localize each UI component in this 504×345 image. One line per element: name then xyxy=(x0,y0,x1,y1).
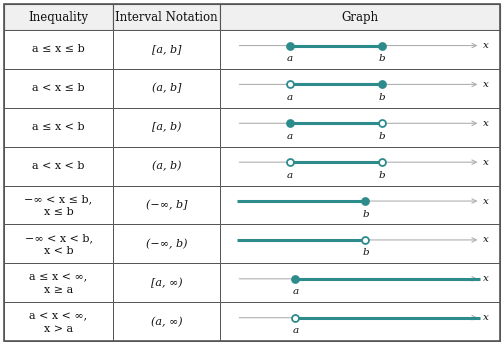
Text: a ≤ x < ∞,: a ≤ x < ∞, xyxy=(29,272,88,282)
Bar xyxy=(220,263,500,302)
Bar xyxy=(113,4,220,30)
Bar xyxy=(220,186,500,224)
Text: a ≤ x < b: a ≤ x < b xyxy=(32,122,85,132)
Text: b: b xyxy=(379,132,386,141)
Text: a: a xyxy=(292,326,298,335)
Text: x: x xyxy=(483,41,489,50)
Text: b: b xyxy=(379,171,386,180)
Bar xyxy=(4,224,113,263)
Text: a < x < b: a < x < b xyxy=(32,161,85,171)
Bar xyxy=(4,108,113,147)
Bar xyxy=(113,30,220,69)
Text: b: b xyxy=(379,54,386,63)
Text: [a, b): [a, b) xyxy=(152,122,181,132)
Bar xyxy=(220,108,500,147)
Bar xyxy=(113,108,220,147)
Text: a: a xyxy=(287,171,293,180)
Text: a < x < ∞,: a < x < ∞, xyxy=(30,311,88,321)
Text: −∞ < x ≤ b,: −∞ < x ≤ b, xyxy=(25,194,93,204)
Text: b: b xyxy=(379,93,386,102)
Bar xyxy=(4,4,113,30)
Bar xyxy=(220,4,500,30)
Text: b: b xyxy=(362,248,369,257)
Bar xyxy=(4,69,113,108)
Bar xyxy=(113,186,220,224)
Bar xyxy=(220,69,500,108)
Bar xyxy=(113,69,220,108)
Text: x: x xyxy=(483,197,489,206)
Bar xyxy=(4,30,113,69)
Text: −∞ < x < b,: −∞ < x < b, xyxy=(25,233,93,243)
Text: b: b xyxy=(362,210,369,219)
Text: Inequality: Inequality xyxy=(29,10,89,23)
Bar xyxy=(113,224,220,263)
Text: x: x xyxy=(483,80,489,89)
Text: [a, ∞): [a, ∞) xyxy=(151,277,182,288)
Bar xyxy=(4,302,113,341)
Text: Graph: Graph xyxy=(341,10,379,23)
Text: Interval Notation: Interval Notation xyxy=(115,10,218,23)
Bar xyxy=(113,263,220,302)
Text: (−∞, b]: (−∞, b] xyxy=(146,200,187,210)
Text: (a, ∞): (a, ∞) xyxy=(151,316,182,327)
Text: a: a xyxy=(292,287,298,296)
Text: x ≤ b: x ≤ b xyxy=(44,207,74,217)
Bar xyxy=(4,147,113,186)
Text: (a, b]: (a, b] xyxy=(152,83,181,93)
Text: a: a xyxy=(287,93,293,102)
Text: x < b: x < b xyxy=(44,246,74,256)
Text: [a, b]: [a, b] xyxy=(152,45,181,55)
Bar xyxy=(113,147,220,186)
Text: a ≤ x ≤ b: a ≤ x ≤ b xyxy=(32,45,85,55)
Text: x: x xyxy=(483,274,489,283)
Text: x: x xyxy=(483,313,489,322)
Text: a: a xyxy=(287,54,293,63)
Bar xyxy=(220,147,500,186)
Bar xyxy=(220,224,500,263)
Text: x > a: x > a xyxy=(44,324,73,334)
Text: a < x ≤ b: a < x ≤ b xyxy=(32,83,85,93)
Bar xyxy=(113,302,220,341)
Bar xyxy=(4,186,113,224)
Bar xyxy=(220,302,500,341)
Bar xyxy=(4,263,113,302)
Text: (a, b): (a, b) xyxy=(152,161,181,171)
Text: a: a xyxy=(287,132,293,141)
Text: x ≥ a: x ≥ a xyxy=(44,285,73,295)
Bar xyxy=(220,30,500,69)
Text: x: x xyxy=(483,235,489,244)
Text: (−∞, b): (−∞, b) xyxy=(146,239,187,249)
Text: x: x xyxy=(483,158,489,167)
Text: x: x xyxy=(483,119,489,128)
